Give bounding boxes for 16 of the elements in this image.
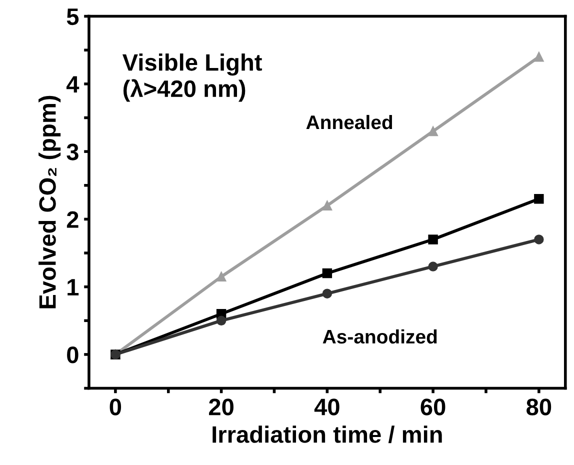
series-label: Annealed bbox=[306, 114, 392, 130]
y-axis-title: Evolved CO₂ (ppm) bbox=[38, 96, 61, 308]
y-tick-label: 3 bbox=[66, 144, 78, 160]
y-tick-label: 2 bbox=[66, 211, 78, 228]
y-tick-label: 0 bbox=[67, 346, 78, 364]
series-label: As-anodized bbox=[322, 329, 437, 344]
y-tick-label: 1 bbox=[68, 279, 79, 296]
x-tick-label: 80 bbox=[526, 398, 552, 416]
annotation: Visible Light (λ>420 nm) bbox=[122, 53, 262, 102]
x-tick-label: 40 bbox=[314, 398, 340, 416]
x-tick-label: 60 bbox=[420, 398, 446, 416]
x-tick-label: 0 bbox=[110, 398, 122, 416]
y-tick-label: 5 bbox=[66, 8, 79, 26]
y-tick-label: 4 bbox=[66, 76, 80, 92]
x-tick-label: 20 bbox=[209, 398, 234, 416]
x-axis-title: Irradiation time / min bbox=[212, 426, 442, 444]
